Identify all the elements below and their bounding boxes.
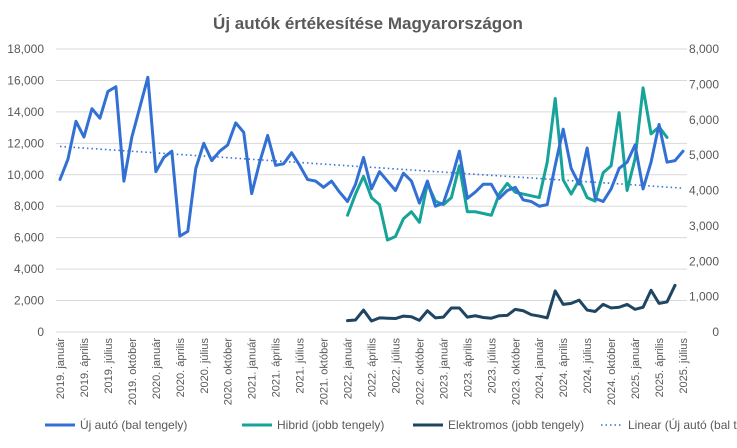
series-line-0 [58,75,685,238]
right-tick-label: 6,000 [689,113,719,127]
x-tick-label: 2019. október [127,338,139,406]
x-tick-label: 2022. október [414,338,426,406]
x-tick-label: 2023. január [438,338,450,399]
left-tick-label: 14,000 [7,105,44,119]
left-tick-label: 0 [37,325,44,339]
x-tick-label: 2020. július [199,338,211,394]
x-tick-label: 2025. július [678,338,690,394]
left-tick-label: 18,000 [7,42,44,56]
x-tick-label: 2021. október [319,338,331,406]
legend-label: Elektromos (jobb tengely) [448,418,584,432]
x-tick-label: 2024. október [606,338,618,406]
x-tick-label: 2024. január [534,338,546,399]
legend: Új autó (bal tengely) Hibrid (jobb tengel… [45,417,737,432]
right-tick-label: 8,000 [689,42,719,56]
x-tick-label: 2025. január [630,338,642,399]
legend-label: Hibrid (jobb tengely) [277,418,384,432]
legend-label: Új autó (bal tengely) [80,417,187,432]
x-tick-label: 2022. január [343,338,355,399]
right-tick-label: 3,000 [689,219,719,233]
right-tick-label: 0 [712,325,719,339]
right-tick-label: 5,000 [689,148,719,162]
right-tick-label: 7,000 [689,77,719,91]
x-tick-label: 2024. július [582,338,594,394]
x-tick-label: 2021. július [295,338,307,394]
right-axis-ticks: 0 1,000 2,000 3,000 4,000 5,000 6,000 7,000 8,00… [689,42,719,339]
series-line-1 [346,86,669,242]
right-tick-label: 2,000 [689,254,719,268]
gridlines [56,48,687,333]
left-tick-label: 2,000 [14,294,44,308]
x-tick-label: 2020. október [223,338,235,406]
x-tick-label: 2021. április [271,338,283,398]
left-axis-ticks: 0 2,000 4,000 6,000 8,000 10,000 12,000 14,000 1… [7,42,44,339]
series-line-2 [346,283,677,323]
left-tick-label: 10,000 [7,168,44,182]
x-tick-label: 2023. április [462,338,474,398]
legend-label: Linear (Új autó (bal tengely)) [628,417,737,432]
left-tick-label: 8,000 [14,199,44,213]
x-tick-label: 2020. január [151,338,163,399]
x-tick-label: 2021. január [247,338,259,399]
right-tick-label: 4,000 [689,184,719,198]
left-tick-label: 6,000 [14,231,44,245]
x-tick-label: 2019. április [79,338,91,398]
left-tick-label: 4,000 [14,262,44,276]
x-tick-label: 2023. július [486,338,498,394]
chart-title: Új autók értékesítése Magyarországon [213,14,523,33]
left-tick-label: 12,000 [7,136,44,150]
x-tick-label: 2019. július [103,338,115,394]
x-tick-label: 2020. április [175,338,187,398]
x-tick-label: 2025. április [654,338,666,398]
x-tick-label: 2022. július [390,338,402,394]
x-tick-label: 2023. október [510,338,522,406]
right-tick-label: 1,000 [689,290,719,304]
plot-area [58,75,685,323]
x-tick-label: 2022. április [367,338,379,398]
left-tick-label: 16,000 [7,73,44,87]
x-tick-label: 2019. január [55,338,67,399]
x-axis-ticks: 2019. január 2019. április 2019. július 201… [55,338,690,406]
x-tick-label: 2024. április [558,338,570,398]
series-line-3 [59,145,684,189]
